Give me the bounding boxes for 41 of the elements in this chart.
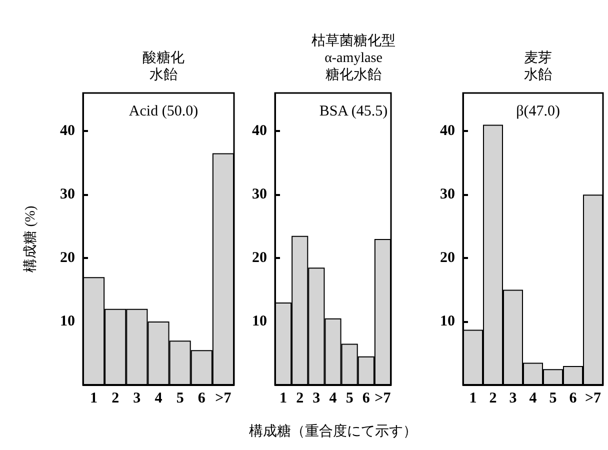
- x-tick-label: 2: [296, 390, 304, 406]
- text: β(47.0): [516, 104, 560, 120]
- x-tick-label: 4: [154, 390, 163, 406]
- y-tick-label: 40: [252, 123, 267, 140]
- y-tick-label: 30: [440, 186, 455, 203]
- y-tick-label: 20: [60, 250, 75, 266]
- text: BSA (45.5): [319, 104, 388, 120]
- x-tick-label: >7: [584, 390, 602, 406]
- y-tick-label: 30: [252, 186, 267, 203]
- y-tick-label: 40: [440, 123, 455, 140]
- y-axis-title: 構成糖 (%): [22, 205, 38, 272]
- x-tick-label: 6: [569, 390, 578, 406]
- x-tick-label: 3: [312, 390, 320, 406]
- x-axis-title: 構成糖（重合度にて示す）: [249, 424, 417, 440]
- y-tick-label: 10: [440, 314, 455, 330]
- x-tick-label: 5: [176, 390, 184, 406]
- y-tick-label: 20: [252, 250, 267, 266]
- x-tick-label: 3: [133, 390, 141, 406]
- x-tick-label: 1: [90, 390, 98, 406]
- x-tick-label: 4: [329, 390, 338, 406]
- text: Acid (50.0): [128, 104, 198, 120]
- y-tick-label: 20: [440, 250, 455, 266]
- x-tick-label: >7: [374, 390, 392, 406]
- x-tick-label: 3: [509, 390, 517, 406]
- x-tick-label: 6: [198, 390, 206, 406]
- x-tick-label: 5: [346, 390, 354, 406]
- chart-title: 枯草菌糖化型 α-amylase 糖化水飴: [312, 33, 396, 83]
- chart-title: 麦芽水飴: [524, 50, 552, 83]
- x-tick-label: 2: [112, 390, 120, 406]
- y-tick-label: 40: [60, 123, 75, 140]
- y-tick-label: 30: [60, 186, 75, 203]
- x-tick-label: 6: [362, 390, 370, 406]
- y-tick-label: 10: [252, 314, 267, 330]
- x-tick-label: 5: [549, 390, 557, 406]
- x-tick-label: 1: [280, 390, 288, 406]
- x-tick-label: 1: [469, 390, 477, 406]
- x-tick-label: 4: [529, 390, 538, 406]
- x-tick-label: >7: [215, 390, 232, 406]
- y-tick-label: 10: [60, 314, 75, 330]
- x-tick-label: 2: [489, 390, 497, 406]
- chart-title: 酸糖化水飴: [142, 50, 184, 83]
